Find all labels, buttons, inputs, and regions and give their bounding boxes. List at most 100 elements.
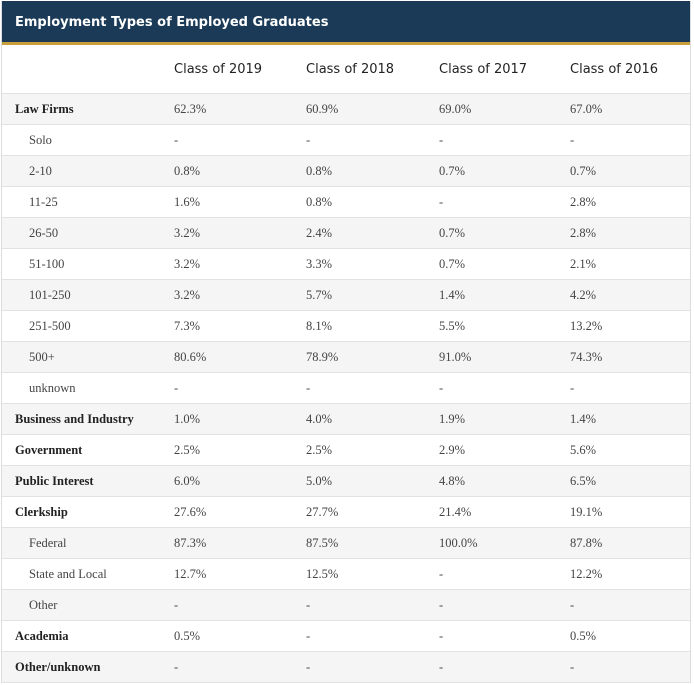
value-cell: 4.0% xyxy=(294,403,427,435)
value-cell: 5.7% xyxy=(294,279,427,311)
value-cell: - xyxy=(294,372,427,404)
value-cell: - xyxy=(427,124,558,156)
value-cell: - xyxy=(427,651,558,683)
value-cell: 27.6% xyxy=(162,496,294,528)
value-cell: 0.5% xyxy=(558,620,690,652)
table-row: unknown - - - - xyxy=(2,372,690,404)
table-row: Government 2.5% 2.5% 2.9% 5.6% xyxy=(2,434,690,466)
header-class-2018: Class of 2018 xyxy=(294,46,427,94)
value-cell: 67.0% xyxy=(558,93,690,125)
value-cell: - xyxy=(294,589,427,621)
value-cell: 5.5% xyxy=(427,310,558,342)
table-row: Other - - - - xyxy=(2,589,690,621)
value-cell: 100.0% xyxy=(427,527,558,559)
value-cell: 7.3% xyxy=(162,310,294,342)
table-row: 51-100 3.2% 3.3% 0.7% 2.1% xyxy=(2,248,690,280)
value-cell: 12.5% xyxy=(294,558,427,590)
value-cell: - xyxy=(427,186,558,218)
value-cell: 1.6% xyxy=(162,186,294,218)
table-row: Other/unknown - - - - xyxy=(2,651,690,683)
value-cell: 2.4% xyxy=(294,217,427,249)
subcategory-label: 500+ xyxy=(2,341,162,373)
subcategory-label: 2-10 xyxy=(2,155,162,187)
value-cell: - xyxy=(162,372,294,404)
value-cell: - xyxy=(162,589,294,621)
table-row: Federal 87.3% 87.5% 100.0% 87.8% xyxy=(2,527,690,559)
value-cell: 3.2% xyxy=(162,248,294,280)
value-cell: 1.4% xyxy=(427,279,558,311)
value-cell: 0.8% xyxy=(294,155,427,187)
value-cell: - xyxy=(162,124,294,156)
value-cell: 19.1% xyxy=(558,496,690,528)
value-cell: 0.8% xyxy=(294,186,427,218)
value-cell: - xyxy=(558,589,690,621)
table-row: Academia 0.5% - -0.5% xyxy=(2,620,690,652)
value-cell: - xyxy=(162,651,294,683)
value-cell: 3.3% xyxy=(294,248,427,280)
value-cell: 6.0% xyxy=(162,465,294,497)
value-cell: 0.7% xyxy=(427,217,558,249)
category-label: Law Firms xyxy=(2,93,162,125)
value-cell: - xyxy=(427,620,558,652)
value-cell: 6.5% xyxy=(558,465,690,497)
value-cell: 87.3% xyxy=(162,527,294,559)
category-label: Public Interest xyxy=(2,465,162,497)
value-cell: 87.8% xyxy=(558,527,690,559)
value-cell: - xyxy=(558,124,690,156)
value-cell: 0.5% xyxy=(162,620,294,652)
table-row: 2-10 0.8% 0.8% 0.7% 0.7% xyxy=(2,155,690,187)
category-label: Clerkship xyxy=(2,496,162,528)
value-cell: 2.5% xyxy=(294,434,427,466)
header-label-column xyxy=(2,46,162,94)
employment-types-table: Class of 2019 Class of 2018 Class of 201… xyxy=(2,46,690,683)
table-row: State and Local 12.7% 12.5% -12.2% xyxy=(2,558,690,590)
value-cell: 2.8% xyxy=(558,186,690,218)
table-body: Law Firms 62.3% 60.9% 69.0% 67.0% Solo - - - -2-1… xyxy=(2,93,690,683)
subcategory-label: unknown xyxy=(2,372,162,404)
value-cell: 2.8% xyxy=(558,217,690,249)
value-cell: 12.2% xyxy=(558,558,690,590)
subcategory-label: 51-100 xyxy=(2,248,162,280)
value-cell: 5.0% xyxy=(294,465,427,497)
table-row: 11-25 1.6% 0.8% -2.8% xyxy=(2,186,690,218)
value-cell: - xyxy=(294,620,427,652)
value-cell: 60.9% xyxy=(294,93,427,125)
header-class-2019: Class of 2019 xyxy=(162,46,294,94)
value-cell: 0.7% xyxy=(427,155,558,187)
table-title-bar: Employment Types of Employed Graduates xyxy=(1,1,691,45)
category-label: Government xyxy=(2,434,162,466)
table-row: Business and Industry 1.0% 4.0% 1.9% 1.4% xyxy=(2,403,690,435)
value-cell: - xyxy=(558,651,690,683)
subcategory-label: Other xyxy=(2,589,162,621)
value-cell: 74.3% xyxy=(558,341,690,373)
value-cell: 2.1% xyxy=(558,248,690,280)
value-cell: 0.8% xyxy=(162,155,294,187)
value-cell: 69.0% xyxy=(427,93,558,125)
subcategory-label: Federal xyxy=(2,527,162,559)
header-class-2016: Class of 2016 xyxy=(558,46,690,94)
value-cell: - xyxy=(427,372,558,404)
value-cell: 2.9% xyxy=(427,434,558,466)
value-cell: 2.5% xyxy=(162,434,294,466)
value-cell: 80.6% xyxy=(162,341,294,373)
value-cell: 5.6% xyxy=(558,434,690,466)
value-cell: 78.9% xyxy=(294,341,427,373)
table-row: 26-50 3.2% 2.4% 0.7% 2.8% xyxy=(2,217,690,249)
value-cell: 87.5% xyxy=(294,527,427,559)
header-row: Class of 2019 Class of 2018 Class of 201… xyxy=(2,46,690,94)
value-cell: 3.2% xyxy=(162,217,294,249)
table-row: 251-500 7.3% 8.1% 5.5% 13.2% xyxy=(2,310,690,342)
value-cell: - xyxy=(427,589,558,621)
value-cell: - xyxy=(427,558,558,590)
category-label: Academia xyxy=(2,620,162,652)
value-cell: 1.0% xyxy=(162,403,294,435)
value-cell: 0.7% xyxy=(558,155,690,187)
subcategory-label: State and Local xyxy=(2,558,162,590)
table-row: Law Firms 62.3% 60.9% 69.0% 67.0% xyxy=(2,93,690,125)
table-row: Solo - - - - xyxy=(2,124,690,156)
value-cell: - xyxy=(294,124,427,156)
value-cell: 1.9% xyxy=(427,403,558,435)
value-cell: 21.4% xyxy=(427,496,558,528)
subcategory-label: 101-250 xyxy=(2,279,162,311)
header-class-2017: Class of 2017 xyxy=(427,46,558,94)
